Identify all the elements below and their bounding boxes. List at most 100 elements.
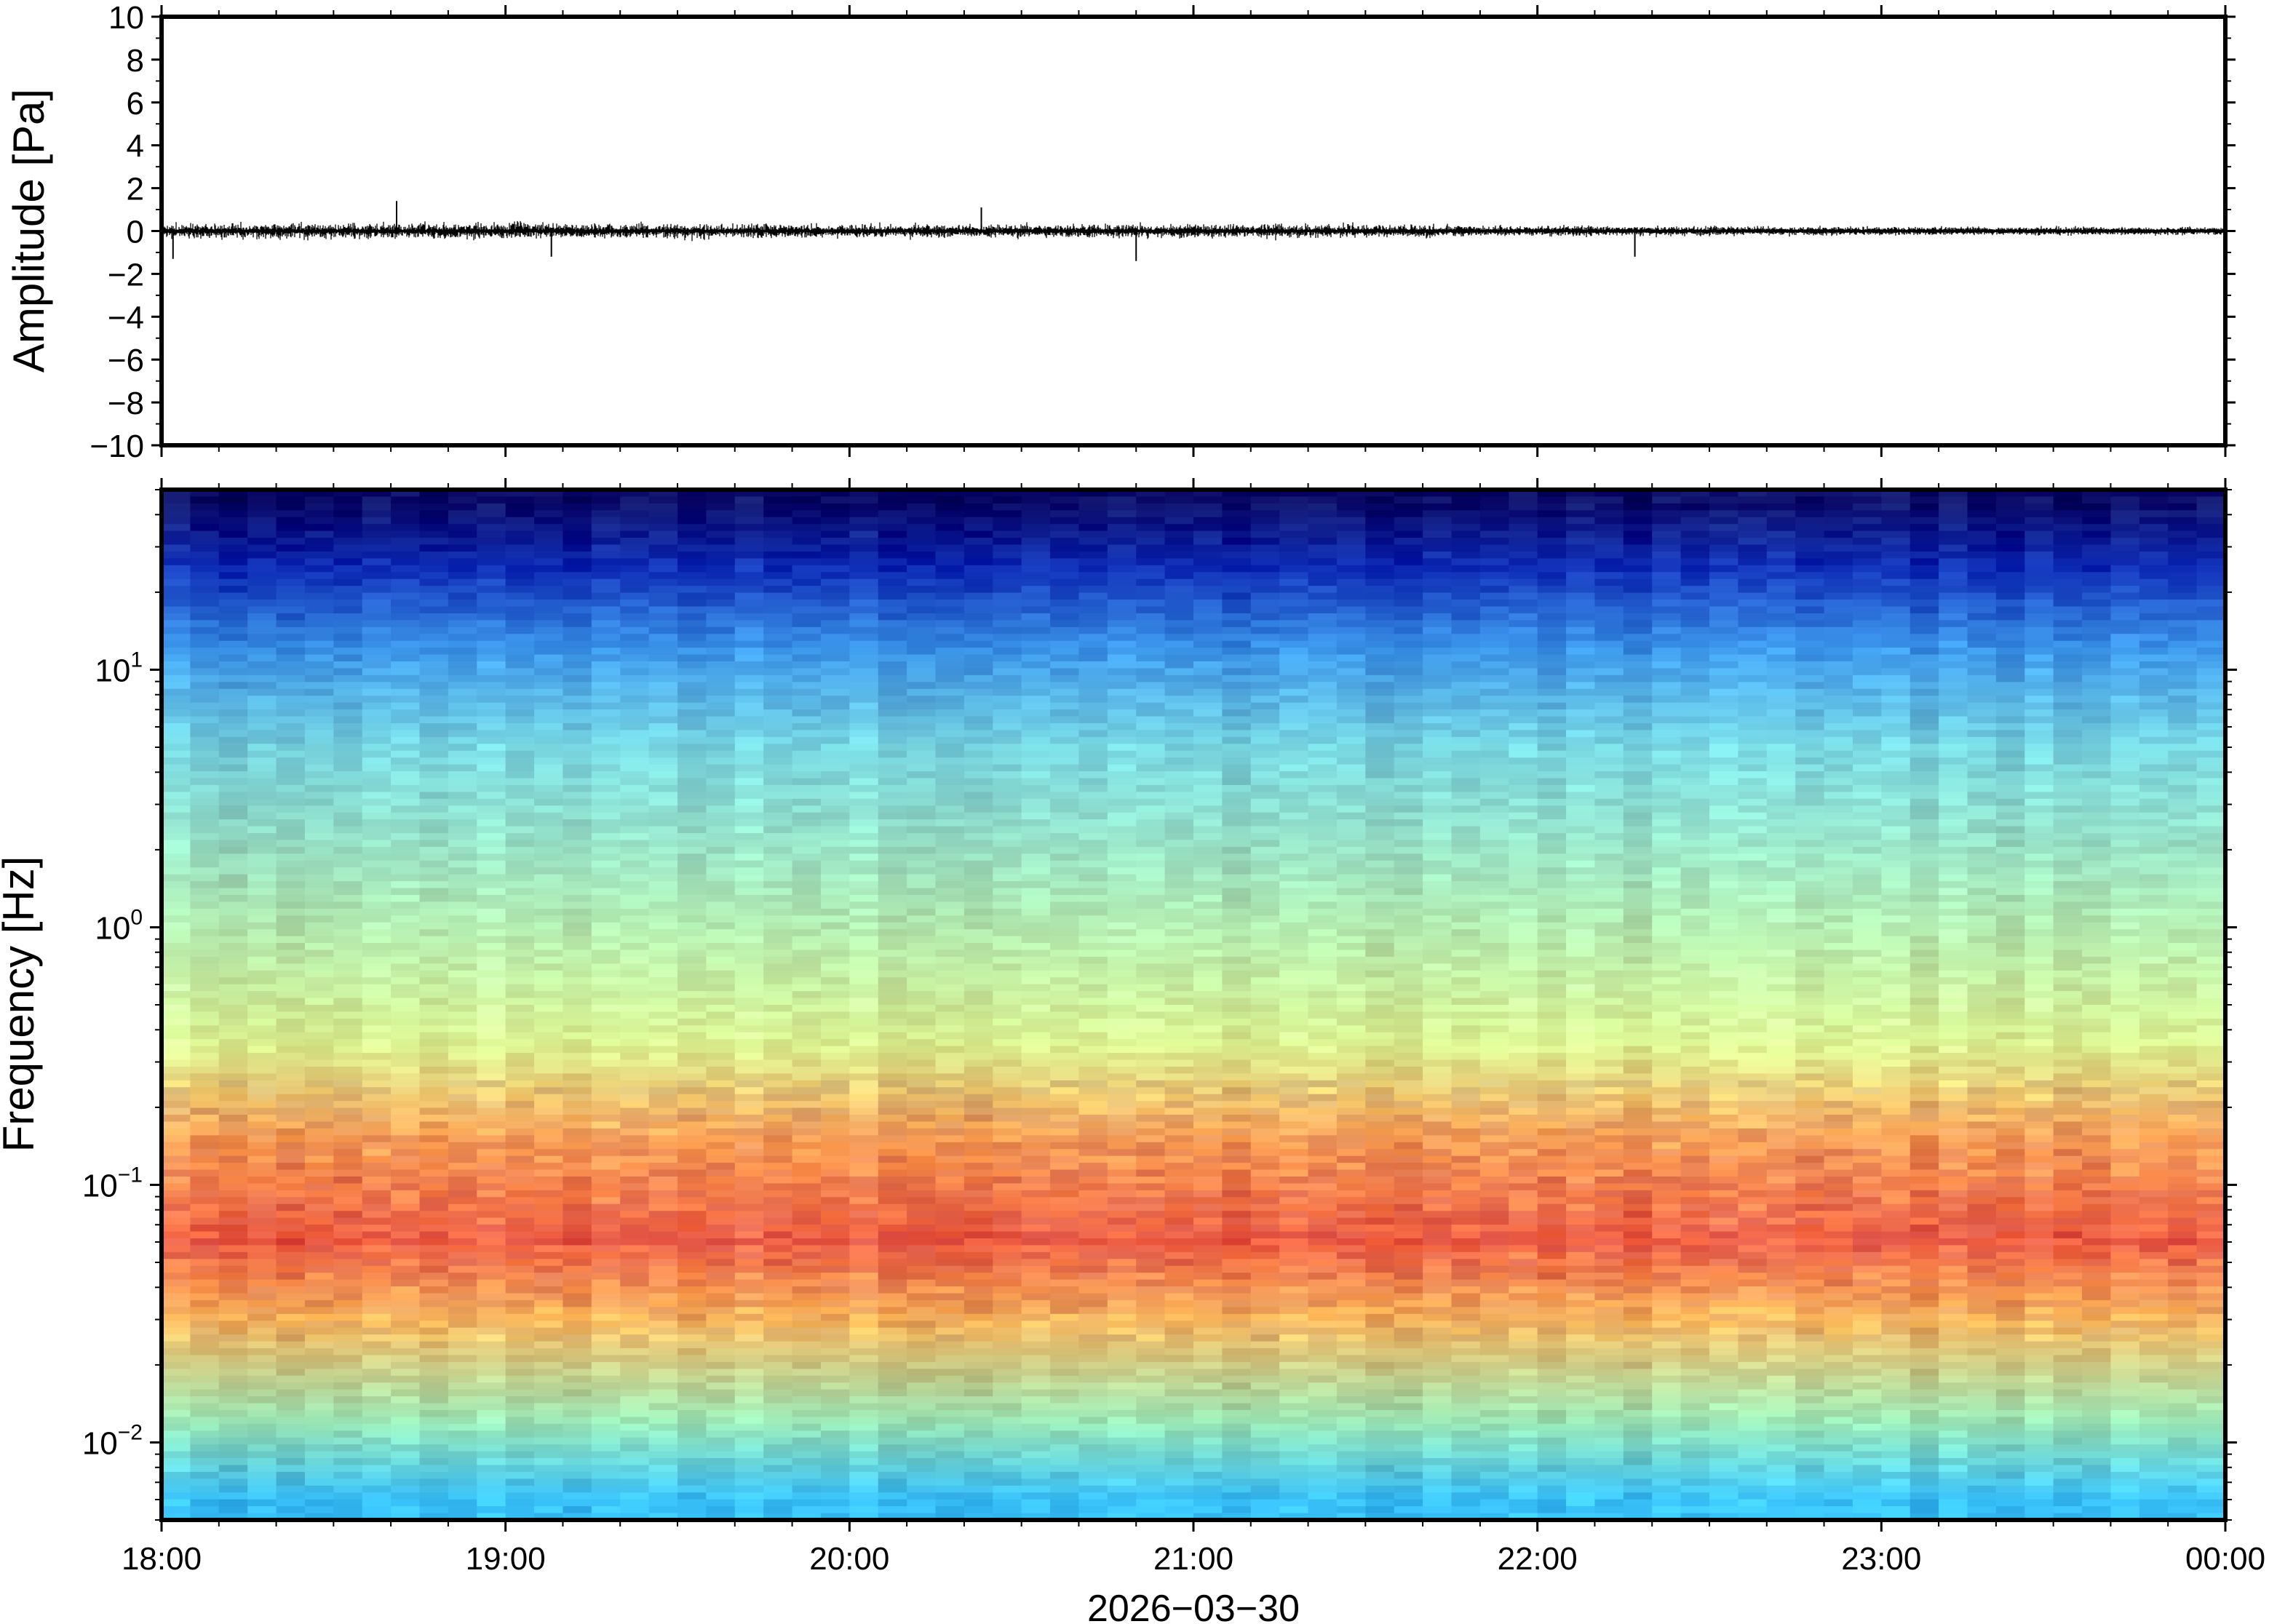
spectrogram-cell <box>534 530 564 538</box>
spectrogram-cell <box>935 750 965 758</box>
spectrogram-cell <box>849 538 879 546</box>
spectrogram-cell <box>734 853 764 861</box>
spectrogram-cell <box>563 626 592 634</box>
spectrogram-cell <box>706 1355 736 1363</box>
spectrogram-cell <box>218 1451 248 1459</box>
spectrogram-cell <box>419 1423 449 1431</box>
spectrogram-cell <box>391 709 421 717</box>
spectrogram-cell <box>706 640 736 648</box>
spectrogram-cell <box>1050 572 1080 580</box>
spectrogram-cell <box>190 1451 220 1459</box>
spectrogram-cell <box>218 998 248 1006</box>
spectrogram-cell <box>304 1128 334 1136</box>
spectrogram-cell <box>677 1135 707 1143</box>
spectrogram-cell <box>648 592 678 600</box>
spectrogram-cell <box>477 950 506 958</box>
spectrogram-cell <box>591 1073 621 1081</box>
spectrogram-cell <box>505 1506 535 1514</box>
spectrogram-cell <box>362 544 392 552</box>
spectrogram-cell <box>534 1169 564 1177</box>
spectrogram-cell <box>162 1066 191 1074</box>
spectrogram-cell <box>534 1382 564 1390</box>
spectrogram-cell <box>849 1155 879 1163</box>
spectrogram-cell <box>734 1190 764 1198</box>
spectrogram-cell <box>247 1458 277 1466</box>
spectrogram-cell <box>849 730 879 738</box>
spectrogram-cell <box>362 1478 392 1486</box>
spectrogram-cell <box>276 998 306 1006</box>
spectrogram-cell <box>247 613 277 621</box>
spectrogram-cell <box>162 1121 191 1129</box>
spectrogram-cell <box>1021 578 1051 586</box>
spectrogram-cell <box>878 634 907 642</box>
spectrogram-cell <box>993 1121 1022 1129</box>
spectrogram-cell <box>763 1107 793 1115</box>
spectrogram-cell <box>648 668 678 676</box>
spectrogram-cell <box>763 551 793 559</box>
spectrogram-cell <box>534 936 564 944</box>
spectrogram-cell <box>1021 634 1051 642</box>
spectrogram-cell <box>448 757 477 765</box>
spectrogram-cell <box>677 1382 707 1390</box>
spectrogram-cell <box>620 950 650 958</box>
spectrogram-cell <box>304 853 334 861</box>
spectrogram-cell <box>448 730 477 738</box>
spectrogram-cell <box>362 1409 392 1417</box>
spectrogram-cell <box>591 1423 621 1431</box>
spectrogram-cell <box>477 736 506 744</box>
spectrogram-cell <box>162 626 191 634</box>
spectrogram-cell <box>591 784 621 792</box>
spectrogram-cell <box>448 1149 477 1157</box>
spectrogram-cell <box>333 1403 363 1411</box>
spectrogram-cell <box>792 524 822 532</box>
spectrogram-cell <box>419 565 449 573</box>
spectrogram-cell <box>190 840 220 848</box>
spectrogram-cell <box>1021 600 1051 608</box>
spectrogram-cell <box>935 1265 965 1273</box>
spectrogram-cell <box>706 736 736 744</box>
spectrogram-cell <box>734 1128 764 1136</box>
spectrogram-cell <box>276 1094 306 1102</box>
spectrogram-cell <box>419 654 449 662</box>
spectrogram-cell <box>648 1066 678 1074</box>
spectrogram-cell <box>849 1046 879 1054</box>
spectrogram-cell <box>763 1334 793 1342</box>
spectrogram-cell <box>505 654 535 662</box>
spectrogram-cell <box>419 970 449 978</box>
spectrogram-cell <box>505 1217 535 1225</box>
spectrogram-cell <box>218 1389 248 1397</box>
spectrogram-cell <box>706 1225 736 1233</box>
spectrogram-cell <box>620 592 650 600</box>
spectrogram-cell <box>190 1121 220 1129</box>
spectrogram-cell <box>620 1135 650 1143</box>
spectrogram-cell <box>419 661 449 669</box>
spectrogram-cell <box>935 551 965 559</box>
spectrogram-cell <box>993 860 1022 868</box>
spectrogram-cell <box>563 1286 592 1294</box>
spectrogram-cell <box>1021 1231 1051 1239</box>
spectrogram-cell <box>477 1348 506 1356</box>
spectrogram-cell <box>706 1396 736 1404</box>
spectrogram-cell <box>849 600 879 608</box>
spectrogram-cell <box>247 977 277 985</box>
spectrogram-cell <box>677 991 707 999</box>
spectrogram-cell <box>620 503 650 511</box>
spectrogram-cell <box>993 496 1022 504</box>
waveform-y-tick-label: −6 <box>108 343 144 378</box>
spectrogram-cell <box>1021 1361 1051 1369</box>
spectrogram-cell <box>477 634 506 642</box>
spectrogram-cell <box>563 1279 592 1287</box>
spectrogram-cell <box>218 648 248 656</box>
spectrogram-cell <box>276 1471 306 1479</box>
spectrogram-cell <box>162 1135 191 1143</box>
spectrogram-cell <box>591 668 621 676</box>
spectrogram-cell <box>162 1451 191 1459</box>
spectrogram-cell <box>820 723 850 731</box>
spectrogram-cell <box>1050 1039 1080 1047</box>
spectrogram-cell <box>276 860 306 868</box>
spectrogram-cell <box>792 1087 822 1095</box>
spectrogram-cell <box>333 1513 363 1520</box>
spectrogram-cell <box>591 922 621 930</box>
spectrogram-cell <box>907 778 937 786</box>
spectrogram-cell <box>333 881 363 889</box>
